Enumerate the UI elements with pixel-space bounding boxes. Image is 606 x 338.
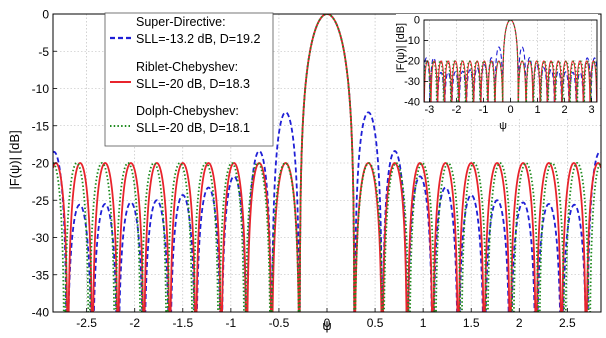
y-tick-label: -10	[404, 35, 420, 47]
y-tick-label: -30	[404, 76, 420, 88]
y-tick-label: -10	[32, 82, 50, 96]
main-y-ticks: 0 -5 -10 -15 -20 -25 -30 -35 -40	[32, 8, 57, 320]
x-tick-label: -2	[452, 104, 462, 116]
series-line-dolph-chebyshev	[424, 20, 597, 102]
x-tick-label: -1	[479, 104, 489, 116]
x-tick-label: -1.5	[172, 316, 193, 330]
y-tick-label: 0	[414, 15, 420, 27]
x-tick-label: -1	[226, 316, 237, 330]
legend-label-super-directive: Super-Directive:	[136, 15, 226, 29]
y-tick-label: -20	[404, 56, 420, 68]
x-tick-label: 3	[589, 104, 595, 116]
inset-y-axis-label: |F(ψ)| [dB]	[395, 23, 407, 73]
x-tick-label: 1.5	[463, 316, 480, 330]
x-tick-label: 0	[324, 316, 331, 330]
main-plot: -2.5 -2 -1.5 -1 -0.5 0 0.5 1 1.5 2 2.5 0-5-10-15-2…	[7, 8, 602, 333]
y-tick-label: -15	[32, 119, 50, 133]
main-x-ticks: -2.5 -2 -1.5 -1 -0.5 0 0.5 1 1.5 2 2.5	[76, 308, 576, 330]
x-tick-label: 2.5	[559, 316, 576, 330]
y-tick-label: -35	[32, 268, 50, 282]
legend-detail-super-directive: SLL=-13.2 dB, D=19.2	[136, 32, 260, 46]
legend-label-dolph-chebyshev: Dolph-Chebyshev:	[136, 104, 239, 118]
x-tick-label: 2	[562, 104, 568, 116]
y-tick-label: -25	[32, 194, 50, 208]
legend: Super-Directive: SLL=-13.2 dB, D=19.2 Ri…	[104, 12, 274, 147]
legend-label-riblet-chebyshev: Riblet-Chebyshev:	[136, 60, 238, 74]
x-tick-label: 1	[420, 316, 427, 330]
x-tick-label: -0.5	[269, 316, 290, 330]
legend-detail-riblet-chebyshev: SLL=-20 dB, D=18.3	[136, 77, 250, 91]
x-tick-label: 2	[516, 316, 523, 330]
inset-x-ticks: -3 -2 -1 0 1 2 3	[425, 98, 595, 116]
x-tick-label: 1	[534, 104, 540, 116]
y-tick-label: -40	[404, 97, 420, 109]
main-curves	[53, 14, 601, 312]
legend-detail-dolph-chebyshev: SLL=-20 dB, D=18.1	[136, 121, 250, 135]
x-tick-label: -3	[425, 104, 435, 116]
inset-y-ticks: 0 -10 -20 -30 -40	[404, 15, 428, 109]
inset-x-axis-label: ψ	[499, 120, 507, 132]
series-line-riblet-chebyshev	[424, 20, 597, 102]
y-tick-label: -30	[32, 231, 50, 245]
inset-plot: -3 -2 -1 0 1 2 3 0-10-20-30-40 ψ |F(ψ)| [dB]	[395, 14, 598, 132]
x-tick-label: 0.5	[367, 316, 384, 330]
y-tick-label: -5	[38, 45, 49, 59]
x-tick-label: 0	[507, 104, 513, 116]
series-line-dolph-chebyshev	[53, 14, 601, 312]
x-tick-label: -2	[129, 316, 140, 330]
main-x-axis-label: ψ	[322, 318, 331, 333]
main-y-axis-label: |F(ψ)| [dB]	[7, 130, 22, 189]
y-tick-label: -20	[32, 157, 50, 171]
x-tick-label: -2.5	[76, 316, 97, 330]
inset-curves	[424, 20, 597, 102]
legend-box	[104, 12, 274, 147]
y-tick-label: 0	[42, 8, 49, 22]
y-tick-label: -40	[32, 306, 50, 320]
